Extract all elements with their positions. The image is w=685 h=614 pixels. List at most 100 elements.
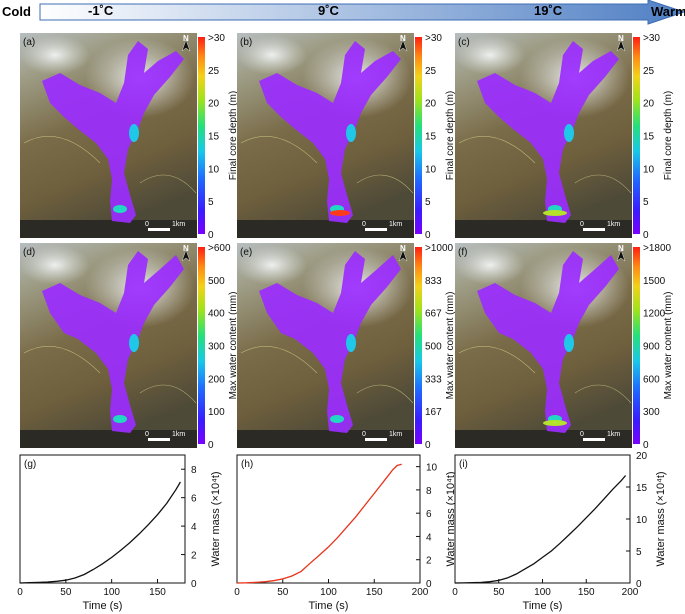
- colorbar-tick-label: >1000: [425, 243, 454, 254]
- depth-hotspot: [543, 420, 567, 426]
- colorbar-tick-label: 600: [643, 374, 660, 385]
- x-tick-label: 0: [234, 587, 240, 598]
- colorbar-tick-label: >1800: [643, 243, 672, 254]
- colorbar-tick-label: 300: [643, 407, 660, 418]
- valley-floor: [455, 430, 632, 448]
- contour-line: [574, 174, 632, 194]
- panel-label: (b): [240, 37, 252, 48]
- colorbar-tick-label: 0: [208, 440, 214, 451]
- colorbar-tick-label: 900: [643, 342, 660, 353]
- map-panel: (b) N 0 1km >30 25 20 15 10 5 0 Final core depth (m…: [237, 33, 456, 241]
- colorbar-tick-label: 400: [208, 309, 225, 320]
- colorbar-tick-label: >600: [208, 243, 231, 254]
- flow-footprint: [259, 251, 401, 433]
- north-arrow-icon: [616, 249, 626, 262]
- map-panel: (c) N 0 1km >30 25 20 15 10 5 0 Final core depth (m…: [455, 33, 674, 241]
- contour-line: [574, 384, 632, 404]
- colorbar-tick-label: 0: [425, 440, 431, 451]
- series-line: [236, 463, 402, 584]
- contour-line: [139, 174, 197, 194]
- north-label: N: [183, 244, 189, 253]
- scale-label: 1km: [389, 431, 402, 438]
- north-label: N: [400, 244, 406, 253]
- colorbar-tick-label: 5: [643, 197, 649, 208]
- x-tick-label: 100: [534, 587, 551, 598]
- north-arrow-icon: [398, 39, 408, 52]
- series-line: [454, 475, 627, 584]
- x-axis-label: Time (s): [309, 600, 349, 612]
- scale-bar: [148, 438, 170, 441]
- colorbar-tick-label: 300: [208, 342, 225, 353]
- x-tick-label: 200: [622, 587, 639, 598]
- colorbar-tick-label: 0: [643, 230, 649, 241]
- colorbar-title: Max water content (mm): [445, 292, 456, 400]
- colorbar-tick-label: 833: [425, 276, 442, 287]
- colorbar-tick-label: 100: [208, 407, 225, 418]
- colorbar-tick-label: 500: [425, 342, 442, 353]
- y-tick-label: 20: [636, 451, 648, 462]
- x-tick-label: 150: [149, 587, 166, 598]
- scale-bar: [583, 228, 605, 231]
- y-tick-label: 2: [191, 551, 197, 562]
- north-arrow-icon: [398, 249, 408, 262]
- scale-bar: [148, 228, 170, 231]
- depth-hotspot: [129, 334, 139, 352]
- panel-label: (d): [23, 247, 35, 258]
- valley-floor: [455, 220, 632, 238]
- north-label: N: [183, 34, 189, 43]
- depth-hotspot: [346, 334, 356, 352]
- contour-line: [240, 136, 318, 164]
- map-panel: (a) N 0 1km >30 25 20 15 10 5 0 Final core depth (m…: [20, 33, 239, 241]
- y-tick-label: 2: [426, 556, 432, 567]
- colorbar-tick-label: >30: [425, 33, 442, 44]
- colorbar-tick-label: 0: [643, 440, 649, 451]
- scale-zero: 0: [580, 221, 584, 228]
- scale-bar: [583, 438, 605, 441]
- colorbar-tick-label: 667: [425, 309, 442, 320]
- scale-zero: 0: [362, 431, 366, 438]
- colorbar-title: Max water content (mm): [663, 292, 674, 400]
- scale-zero: 0: [362, 221, 366, 228]
- x-tick-label: 50: [493, 587, 505, 598]
- north-label: N: [618, 34, 624, 43]
- flow-footprint: [259, 41, 401, 223]
- colorbar: [633, 37, 640, 234]
- colorbar-title: Final core depth (m): [445, 91, 456, 180]
- colorbar-tick-label: 0: [425, 230, 431, 241]
- panel-label: (a): [23, 37, 35, 48]
- colorbar-tick-label: 167: [425, 407, 442, 418]
- plot-frame: [236, 454, 421, 584]
- snow-field: [455, 35, 525, 75]
- x-tick-label: 200: [412, 587, 429, 598]
- flow-footprint: [477, 41, 619, 223]
- colorbar-tick-label: 1200: [643, 309, 666, 320]
- colorbar: [415, 247, 422, 444]
- x-tick-label: 50: [277, 587, 289, 598]
- depth-hotspot: [564, 334, 574, 352]
- flow-footprint: [42, 41, 184, 223]
- y-tick-label: 0: [426, 579, 432, 590]
- scale-zero: 0: [145, 221, 149, 228]
- colorbar-tick-label: 25: [425, 66, 437, 77]
- x-tick-label: 150: [578, 587, 595, 598]
- panel-label: (e): [240, 247, 252, 258]
- colorbar-tick-label: 15: [643, 132, 655, 143]
- snow-field: [20, 245, 90, 285]
- flow-footprint: [42, 251, 184, 433]
- temp-label-low: -1˚C: [88, 3, 114, 18]
- colorbar-tick-label: 20: [208, 99, 220, 110]
- scale-label: 1km: [172, 431, 185, 438]
- x-tick-label: 0: [452, 587, 458, 598]
- y-tick-label: 0: [636, 579, 642, 590]
- y-tick-label: 10: [636, 515, 648, 526]
- snow-field: [237, 245, 307, 285]
- colorbar: [198, 247, 205, 444]
- depth-hotspot: [543, 210, 567, 216]
- valley-floor: [20, 430, 197, 448]
- scale-label: 1km: [172, 221, 185, 228]
- north-label: N: [618, 244, 624, 253]
- y-axis-label: Water mass (×10⁴t): [210, 471, 222, 566]
- snow-field: [237, 35, 307, 75]
